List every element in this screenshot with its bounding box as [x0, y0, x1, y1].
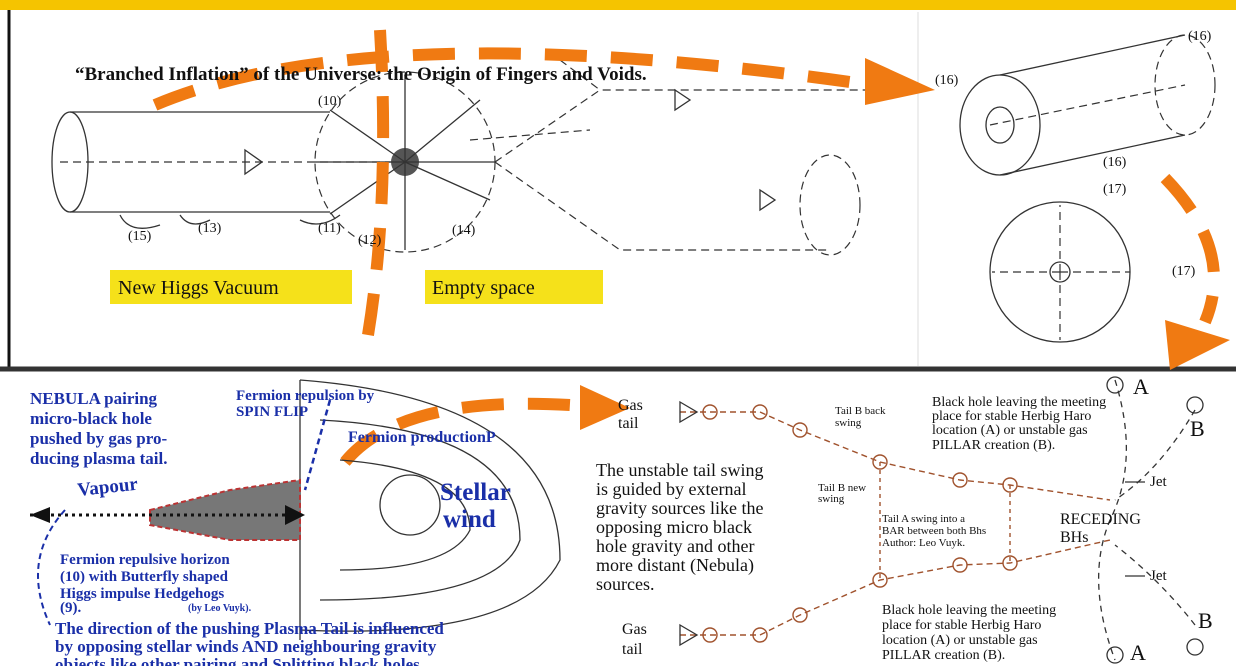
note-line: BHs — [1060, 529, 1088, 546]
bottom-left-sketch — [30, 379, 561, 640]
note-line: sources. — [596, 574, 654, 594]
note-line: RECEDING — [1060, 511, 1141, 528]
note-line: tail — [618, 415, 639, 432]
bottom-right-text: Gas tail Gas tail Tail B back swing Tail… — [596, 374, 1213, 665]
label: Empty space — [432, 277, 535, 299]
top-bar — [0, 0, 1236, 10]
marker: (16) — [935, 73, 959, 88]
note-line: SPIN FLIP — [236, 404, 308, 420]
marker: (16) — [1103, 155, 1127, 170]
note-line: The unstable tail swing — [596, 460, 763, 480]
credit: (by Leo Vuyk). — [188, 603, 252, 614]
point-letter: A — [1133, 374, 1149, 399]
note-line: swing — [835, 417, 862, 429]
label-box — [425, 270, 603, 304]
note-line: PILLAR creation (B). — [882, 648, 1005, 663]
note-line: Tail B new — [818, 482, 866, 494]
note-line: Vapour — [76, 474, 139, 501]
orange-arrows — [152, 29, 1230, 466]
note-line: by opposing stellar winds AND neighbouri… — [55, 637, 437, 656]
note-line: Tail A swing into a — [882, 513, 965, 525]
marker: (12) — [358, 233, 382, 248]
note-line: Author: Leo Vuyk. — [882, 537, 965, 549]
marker: (16) — [1188, 29, 1212, 44]
note-line: Gas — [618, 397, 643, 414]
note-line: is guided by external — [596, 479, 746, 499]
note-line: location (A) or unstable gas — [882, 633, 1038, 648]
note-line: Fermion repulsive horizon — [60, 552, 230, 568]
marker: (17) — [1103, 182, 1127, 197]
note-line: Higgs impulse Hedgehogs — [60, 586, 224, 602]
note-line: (9). — [60, 600, 81, 616]
note-line: BAR between both Bhs — [882, 525, 986, 537]
note-line: wind — [443, 506, 496, 533]
point-letter: B — [1198, 608, 1213, 633]
note-line: swing — [818, 493, 845, 505]
note-line: (10) with Butterfly shaped — [60, 569, 229, 585]
marker: (15) — [128, 229, 152, 244]
note-line: objects like other pairing and Splitting… — [55, 655, 420, 666]
note-line: ducing plasma tail. — [30, 449, 167, 468]
note-line: gravity sources like the — [596, 498, 763, 518]
note-line: The direction of the pushing Plasma Tail… — [55, 619, 444, 638]
markers: (10) (15) (13) (11) (12) (14) (16) (16) … — [128, 29, 1212, 279]
note-line: micro-black hole — [30, 409, 152, 428]
note-line: NEBULA pairing — [30, 389, 158, 408]
note-line: location (A) or unstable gas — [932, 423, 1088, 438]
note-line: Black hole leaving the meeting — [882, 603, 1056, 618]
label-box — [110, 270, 352, 304]
note-line: place for stable Herbig Haro — [932, 409, 1091, 424]
marker: (11) — [318, 221, 341, 236]
jet-label: Jet — [1150, 568, 1167, 584]
note-line: Gas — [622, 621, 647, 638]
note-line: Tail B back — [835, 405, 886, 417]
point-letter: B — [1190, 416, 1205, 441]
note-line: tail — [622, 641, 643, 658]
marker: (14) — [452, 223, 476, 238]
bottom-right-sketch — [679, 376, 1204, 664]
jet-label: Jet — [1150, 474, 1167, 490]
point-letter: A — [1130, 640, 1146, 665]
label: New Higgs Vacuum — [118, 277, 279, 299]
note-line: pushed by gas pro- — [30, 429, 167, 448]
note-line: hole gravity and other — [596, 536, 754, 556]
note-line: place for stable Herbig Haro — [882, 618, 1041, 633]
marker: (13) — [198, 221, 222, 236]
top-sketch — [51, 34, 1216, 343]
note-line: PILLAR creation (B). — [932, 438, 1055, 453]
note-line: Stellar — [440, 479, 511, 506]
note-line: more distant (Nebula) — [596, 555, 754, 576]
marker: (10) — [318, 94, 342, 109]
marker: (17) — [1172, 264, 1196, 279]
title: “Branched Inflation” of the Universe: th… — [75, 64, 647, 85]
note-line: Fermion productionP — [348, 429, 496, 446]
note-line: opposing micro black — [596, 517, 752, 537]
note-line: Black hole leaving the meeting — [932, 395, 1106, 410]
note-line: Fermion repulsion by — [236, 388, 375, 404]
